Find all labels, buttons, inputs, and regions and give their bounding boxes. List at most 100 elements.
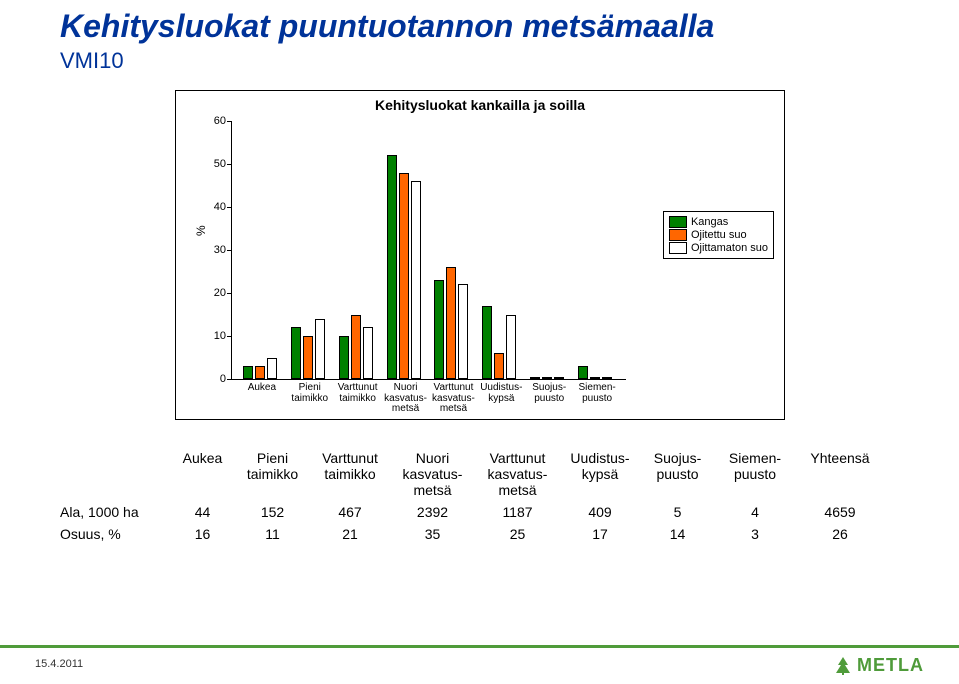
- x-axis-label: Suojus-puusto: [522, 383, 576, 404]
- x-axis: [231, 379, 626, 380]
- legend: KangasOjitettu suoOjittamaton suo: [663, 211, 774, 259]
- y-tick: [227, 379, 231, 380]
- bar: [434, 280, 444, 379]
- table-cell: 44: [170, 504, 235, 520]
- chart-plot-area: 0102030405060 AukeaPienitaimikkoVarttunu…: [231, 121, 626, 379]
- bar: [494, 353, 504, 379]
- legend-swatch: [669, 216, 687, 228]
- table-cell: 25: [475, 526, 560, 542]
- table-cell: 1187: [475, 504, 560, 520]
- y-tick-label: 10: [206, 330, 226, 342]
- table-corner: [60, 450, 170, 498]
- table-header-row: AukeaPienitaimikkoVarttunuttaimikkoNuori…: [60, 450, 900, 498]
- logo: METLA: [833, 655, 924, 676]
- y-tick: [227, 336, 231, 337]
- y-tick: [227, 164, 231, 165]
- x-axis-label: Uudistus-kypsä: [474, 383, 528, 404]
- table-cell: 26: [795, 526, 885, 542]
- x-axis-label: Aukea: [235, 383, 289, 394]
- y-tick-label: 30: [206, 244, 226, 256]
- y-tick-label: 40: [206, 201, 226, 213]
- table-cell: 11: [235, 526, 310, 542]
- bar: [542, 377, 552, 379]
- bar: [482, 306, 492, 379]
- bar: [458, 284, 468, 379]
- table-cell: 14: [640, 526, 715, 542]
- row-label: Ala, 1000 ha: [60, 504, 170, 520]
- footer-line: [0, 645, 959, 648]
- y-axis-label: %: [194, 225, 208, 236]
- table-cell: 5: [640, 504, 715, 520]
- x-axis-label: Siemen-puusto: [570, 383, 624, 404]
- page-subtitle: VMI10: [60, 48, 124, 74]
- bar: [578, 366, 588, 379]
- bar: [411, 181, 421, 379]
- legend-label: Ojitettu suo: [691, 229, 747, 241]
- bar: [303, 336, 313, 379]
- bar: [530, 377, 540, 379]
- x-axis-label: Pienitaimikko: [283, 383, 337, 404]
- bar: [267, 358, 277, 380]
- bar: [399, 173, 409, 379]
- table-cell: 2392: [390, 504, 475, 520]
- table-column-header: Aukea: [170, 450, 235, 498]
- data-table: AukeaPienitaimikkoVarttunuttaimikkoNuori…: [60, 450, 900, 542]
- x-axis-label: Varttunutkasvatus-metsä: [426, 383, 480, 415]
- table-row: Osuus, %16112135251714326: [60, 526, 900, 542]
- table-column-header: Yhteensä: [795, 450, 885, 498]
- bars: [231, 121, 626, 379]
- bar: [602, 377, 612, 379]
- table-column-header: Siemen-puusto: [715, 450, 795, 498]
- table-cell: 16: [170, 526, 235, 542]
- table-column-header: Varttunuttaimikko: [310, 450, 390, 498]
- bar: [255, 366, 265, 379]
- logo-text: METLA: [857, 655, 924, 676]
- table-cell: 3: [715, 526, 795, 542]
- legend-item: Kangas: [669, 216, 768, 228]
- table-column-header: Pienitaimikko: [235, 450, 310, 498]
- table-cell: 409: [560, 504, 640, 520]
- y-tick-label: 60: [206, 115, 226, 127]
- bar: [590, 377, 600, 379]
- y-tick: [227, 121, 231, 122]
- table-row: Ala, 1000 ha4415246723921187409544659: [60, 504, 900, 520]
- table-column-header: Varttunutkasvatus-metsä: [475, 450, 560, 498]
- y-tick-label: 50: [206, 158, 226, 170]
- footer-date: 15.4.2011: [35, 658, 83, 670]
- legend-item: Ojitettu suo: [669, 229, 768, 241]
- y-tick: [227, 207, 231, 208]
- chart-title: Kehitysluokat kankailla ja soilla: [176, 97, 784, 113]
- table-column-header: Nuorikasvatus-metsä: [390, 450, 475, 498]
- legend-swatch: [669, 229, 687, 241]
- legend-item: Ojittamaton suo: [669, 242, 768, 254]
- bar: [243, 366, 253, 379]
- table-cell: 467: [310, 504, 390, 520]
- table-cell: 4: [715, 504, 795, 520]
- bar: [291, 327, 301, 379]
- bar: [506, 315, 516, 380]
- y-tick: [227, 250, 231, 251]
- bar: [446, 267, 456, 379]
- y-tick-label: 0: [206, 373, 226, 385]
- bar: [554, 377, 564, 379]
- chart-container: Kehitysluokat kankailla ja soilla % 0102…: [175, 90, 785, 420]
- bar: [363, 327, 373, 379]
- bar: [351, 315, 361, 380]
- legend-label: Kangas: [691, 216, 728, 228]
- table-cell: 35: [390, 526, 475, 542]
- bar: [339, 336, 349, 379]
- table-cell: 4659: [795, 504, 885, 520]
- table-cell: 17: [560, 526, 640, 542]
- table-column-header: Uudistus-kypsä: [560, 450, 640, 498]
- y-tick: [227, 293, 231, 294]
- bar: [387, 155, 397, 379]
- legend-label: Ojittamaton suo: [691, 242, 768, 254]
- row-label: Osuus, %: [60, 526, 170, 542]
- x-axis-label: Varttunuttaimikko: [331, 383, 385, 404]
- table-column-header: Suojus-puusto: [640, 450, 715, 498]
- page: Kehitysluokat puuntuotannon metsämaalla …: [0, 0, 959, 684]
- table-cell: 152: [235, 504, 310, 520]
- y-tick-label: 20: [206, 287, 226, 299]
- legend-swatch: [669, 242, 687, 254]
- tree-icon: [833, 656, 853, 676]
